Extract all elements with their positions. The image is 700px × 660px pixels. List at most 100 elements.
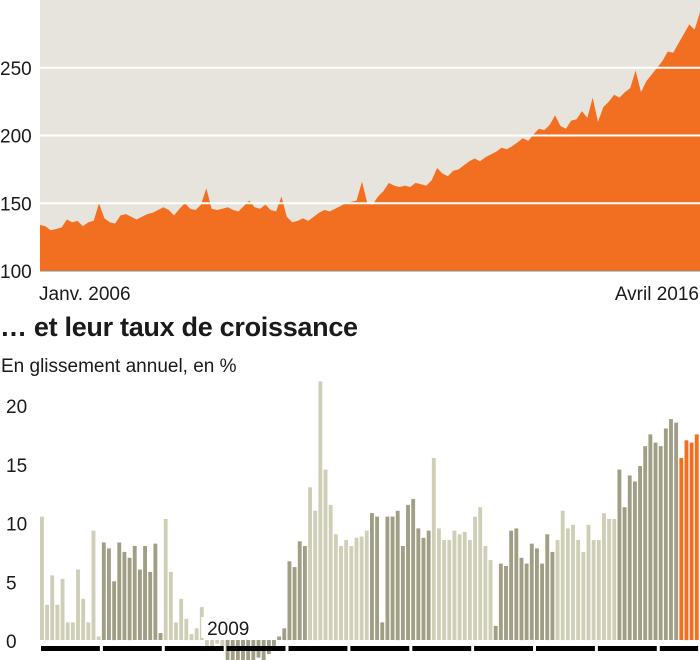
bar xyxy=(576,540,581,640)
bar xyxy=(318,381,323,640)
bar xyxy=(498,563,503,640)
bar xyxy=(437,528,441,640)
bar xyxy=(210,640,215,650)
bar xyxy=(679,457,684,640)
bar xyxy=(168,571,173,640)
bar xyxy=(45,604,50,641)
bar xyxy=(390,516,395,640)
bar xyxy=(694,434,699,640)
bar xyxy=(411,499,416,640)
bar xyxy=(504,566,508,640)
year-segment xyxy=(41,646,100,651)
y-tick-150: 150 xyxy=(0,194,32,215)
bar xyxy=(91,530,96,640)
bar xyxy=(339,546,343,640)
bar xyxy=(60,578,65,640)
bar xyxy=(364,530,369,640)
bar xyxy=(545,534,550,641)
bar xyxy=(406,504,410,640)
year-segment xyxy=(288,646,348,651)
year-segment xyxy=(412,646,472,651)
bar xyxy=(101,542,106,640)
bar xyxy=(313,510,318,641)
bar xyxy=(375,516,380,640)
bar xyxy=(333,534,338,641)
year-segment xyxy=(597,646,657,651)
bar xyxy=(669,419,673,640)
bar xyxy=(400,546,405,640)
bar xyxy=(40,516,44,640)
bar xyxy=(50,575,55,640)
bar xyxy=(658,446,663,640)
bar xyxy=(493,625,498,640)
y-tick-200: 200 xyxy=(0,127,32,148)
bar xyxy=(627,475,632,640)
bar xyxy=(380,622,385,640)
bar xyxy=(550,551,555,640)
bar xyxy=(132,546,137,640)
bar xyxy=(555,540,560,640)
bar xyxy=(535,548,539,640)
bar xyxy=(596,540,601,640)
year-segment xyxy=(350,646,410,651)
bar xyxy=(308,487,312,641)
bar xyxy=(648,434,653,640)
bar xyxy=(447,540,452,640)
bar xyxy=(591,540,596,640)
index-area-series xyxy=(40,12,700,271)
bar xyxy=(215,640,220,644)
bar xyxy=(529,543,534,640)
bar xyxy=(297,541,302,640)
year-segment xyxy=(536,646,595,651)
y-tick-20: 20 xyxy=(6,397,27,418)
bar xyxy=(323,469,328,640)
growth-bars xyxy=(40,381,699,660)
bar xyxy=(163,519,168,640)
bar xyxy=(442,540,447,640)
bar xyxy=(478,507,483,640)
bar xyxy=(462,531,467,640)
year-segment xyxy=(102,646,162,651)
bar xyxy=(107,548,111,640)
bar xyxy=(524,563,529,640)
annotation-background xyxy=(201,617,256,638)
bar xyxy=(663,428,668,640)
y-tick-100: 100 xyxy=(0,262,32,283)
bar xyxy=(607,519,612,640)
growth-chart-title: … et leur taux de croissance xyxy=(0,312,358,342)
bar xyxy=(581,551,586,640)
bar xyxy=(96,636,101,640)
bar xyxy=(277,636,282,640)
bar xyxy=(421,537,426,640)
y-tick-15: 15 xyxy=(6,456,27,477)
bar xyxy=(395,510,400,641)
bar xyxy=(586,524,591,641)
bar xyxy=(143,546,147,640)
bar xyxy=(122,551,127,640)
bar xyxy=(473,516,477,640)
bar xyxy=(540,563,545,640)
bar xyxy=(467,540,472,640)
bar xyxy=(158,633,163,640)
year-segment xyxy=(659,646,699,651)
bar xyxy=(349,546,354,640)
bar xyxy=(602,513,606,640)
bar xyxy=(220,640,225,646)
bar xyxy=(426,530,431,640)
bar xyxy=(302,546,307,640)
bar xyxy=(452,530,457,640)
bar xyxy=(431,457,436,640)
y-tick-250: 250 xyxy=(0,59,32,80)
bar xyxy=(483,546,488,640)
bar xyxy=(457,534,462,641)
bar xyxy=(194,628,199,641)
bar xyxy=(488,560,493,640)
bar xyxy=(689,442,694,640)
year-annotation: 2009 xyxy=(207,619,249,640)
bar xyxy=(370,513,374,640)
bar xyxy=(638,466,642,640)
bar xyxy=(205,640,209,646)
area-chart-gridlines xyxy=(40,66,700,272)
bar xyxy=(617,469,622,640)
